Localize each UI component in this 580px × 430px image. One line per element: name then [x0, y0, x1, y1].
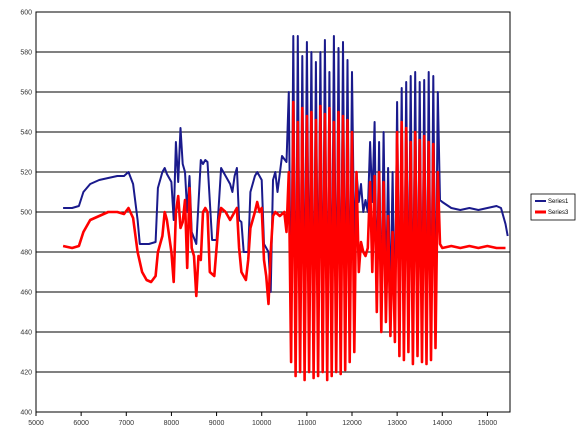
y-tick-label: 460 — [20, 290, 32, 297]
x-tick-label: 10000 — [252, 420, 272, 427]
legend-label-series1: Series1 — [548, 199, 569, 205]
x-tick-label: 6000 — [73, 420, 89, 427]
series-line-series3 — [62, 100, 506, 382]
x-tick-label: 15000 — [478, 420, 498, 427]
y-tick-label: 400 — [20, 410, 32, 417]
y-tick-label: 560 — [20, 90, 32, 97]
y-tick-label: 500 — [20, 210, 32, 217]
series-lines — [62, 35, 509, 382]
legend-label-series3: Series3 — [548, 210, 569, 216]
y-tick-label: 420 — [20, 370, 32, 377]
plot-frame — [35, 11, 511, 413]
x-tick-label: 13000 — [387, 420, 407, 427]
x-tick-label: 8000 — [164, 420, 180, 427]
y-tick-label: 600 — [20, 10, 32, 17]
y-tick-labels: 400 420 440 460 480 500 520 540 560 580 600 — [20, 10, 32, 417]
y-tick-label: 520 — [20, 170, 32, 177]
legend: Series1 Series3 — [530, 193, 576, 221]
legend-box — [530, 193, 576, 221]
x-tick-label: 5000 — [28, 420, 44, 427]
x-tick-label: 9000 — [209, 420, 225, 427]
x-tick-label: 7000 — [118, 420, 134, 427]
y-tick-label: 480 — [20, 250, 32, 257]
x-tick-label: 12000 — [342, 420, 362, 427]
x-tick-label: 14000 — [433, 420, 453, 427]
y-tick-label: 580 — [20, 50, 32, 57]
x-tick-label: 11000 — [297, 420, 316, 427]
y-tick-label: 540 — [20, 130, 32, 137]
y-tick-label: 440 — [20, 330, 32, 337]
x-tick-labels: 5000 6000 7000 8000 9000 10000 11000 12000 13000… — [28, 412, 497, 427]
